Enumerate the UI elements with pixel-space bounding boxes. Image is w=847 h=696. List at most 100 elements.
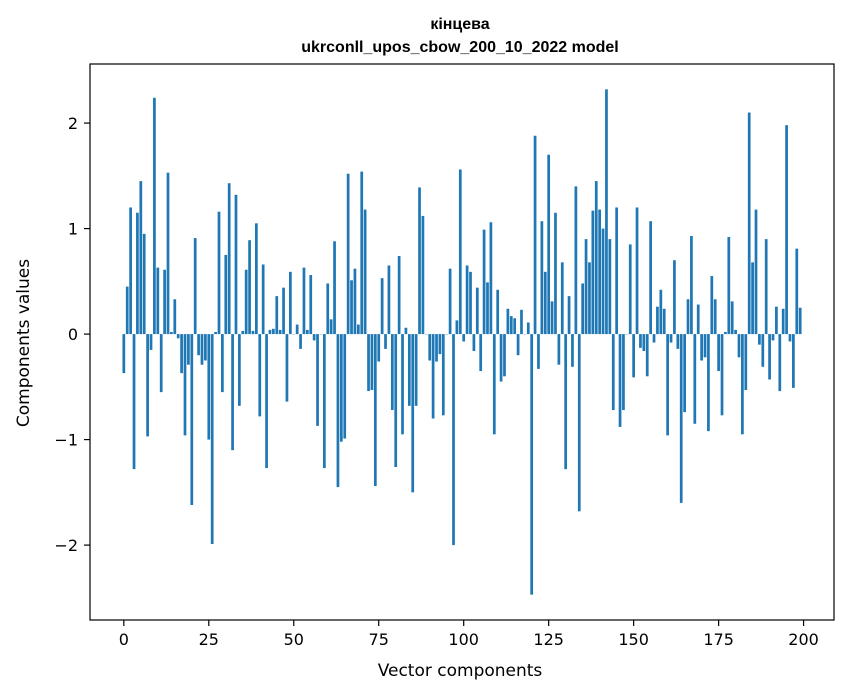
bar-component-40 [258,334,262,417]
bar-component-93 [438,334,442,355]
x-axis-label: Vector components [378,661,543,681]
bar-component-29 [221,334,224,393]
chart-title-line2: ukrconll_upos_cbow_200_10_2022 model [301,39,618,56]
bar-component-49 [289,271,292,335]
bar-component-0 [122,334,126,374]
bar-component-99 [458,169,462,335]
bar-component-127 [554,212,557,335]
bar-component-175 [717,334,720,372]
bar-component-147 [622,334,625,411]
bar-component-122 [537,334,540,369]
bar-component-102 [469,271,472,335]
bar-component-192 [775,306,778,335]
bar-component-86 [414,334,418,406]
bar-component-22 [197,334,200,356]
bar-component-153 [642,334,646,351]
y-tick-label: 1 [68,220,78,239]
bar-component-30 [224,254,228,335]
bar-component-150 [632,334,635,378]
bar-component-132 [571,334,574,367]
bar-component-65 [343,334,347,439]
bar-component-105 [479,334,483,372]
bar-component-71 [363,209,367,335]
bar-component-185 [751,262,754,335]
bar-component-36 [244,269,248,335]
bar-component-161 [669,334,673,343]
bar-component-34 [238,334,241,406]
bar-component-157 [656,306,659,335]
bar-component-97 [452,334,455,546]
bar-component-130 [564,334,568,470]
bar-component-154 [645,334,649,377]
bar-component-61 [329,319,333,335]
x-tick-label: 150 [618,630,649,649]
bar-component-181 [737,334,741,358]
bar-component-197 [792,334,795,388]
bar-component-10 [156,267,160,335]
x-tick-label: 200 [788,630,819,649]
bar-component-25 [207,334,211,440]
bar-component-48 [285,334,289,402]
bar-component-143 [608,239,612,335]
bar-component-11 [159,334,163,393]
bar-component-77 [384,334,387,349]
bar-component-15 [173,299,177,335]
bar-component-24 [204,334,207,361]
bar-component-31 [227,183,231,335]
bar-component-135 [581,283,585,335]
bar-component-146 [618,334,622,427]
bar-component-162 [673,260,676,335]
bar-component-137 [588,262,591,335]
bar-component-39 [255,223,258,335]
bar-component-76 [380,278,384,335]
bar-component-54 [305,329,309,335]
bar-component-56 [312,334,316,341]
chart-title-line1: кінцева [430,16,489,33]
bar-component-117 [520,309,523,335]
bar-component-47 [282,287,285,335]
bar-component-27 [214,331,217,335]
bar-component-114 [509,316,513,335]
bar-component-16 [176,334,180,339]
bar-component-72 [367,334,370,392]
bar-component-38 [251,330,255,335]
bar-component-6 [142,233,146,335]
bar-component-165 [683,334,686,413]
bar-component-9 [153,97,156,335]
bar-component-5 [139,181,143,335]
bar-component-84 [407,334,411,406]
bar-component-46 [278,329,282,335]
bar-component-125 [547,154,551,335]
bar-component-42 [265,334,268,469]
bar-component-142 [605,89,608,335]
bar-component-152 [639,334,642,348]
bar-component-45 [275,296,279,335]
bar-component-32 [231,334,234,451]
y-tick-label: −2 [54,536,78,555]
bar-component-164 [679,334,683,503]
bar-component-98 [455,320,459,335]
bar-component-176 [720,334,724,416]
y-axis-ticks: −2 −1 0 1 2 [54,114,90,555]
bar-component-67 [350,280,353,335]
bar-component-156 [652,334,656,343]
bar-component-96 [448,268,452,335]
bar-component-149 [628,244,632,335]
bar-component-177 [724,331,727,335]
bar-component-8 [149,334,153,350]
bar-component-115 [513,318,517,335]
bar-component-131 [567,296,571,335]
bar-component-169 [696,304,700,335]
bar-component-82 [401,334,404,435]
bar-component-43 [268,329,272,335]
bar-component-100 [462,334,466,342]
bar-component-33 [234,194,238,335]
bar-component-75 [377,334,381,362]
bar-component-74 [373,334,377,487]
bar-component-138 [591,210,595,335]
bar-component-196 [788,334,792,342]
bar-component-189 [764,239,768,335]
bar-component-170 [700,334,703,361]
bar-component-85 [411,334,415,493]
bar-component-17 [180,334,183,374]
